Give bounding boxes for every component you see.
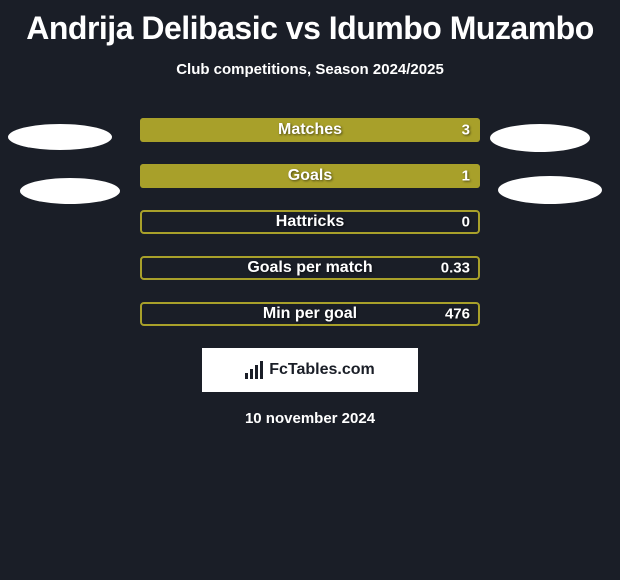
stat-bar-value: 476 — [445, 306, 470, 323]
stat-bar-row: Matches 3 — [140, 118, 480, 142]
page-title: Andrija Delibasic vs Idumbo Muzambo — [0, 0, 620, 47]
decorative-ellipse — [490, 124, 590, 152]
stat-bar-label: Goals per match — [247, 259, 372, 277]
stat-bar-value: 3 — [462, 122, 470, 139]
page-subtitle: Club competitions, Season 2024/2025 — [0, 61, 620, 78]
footer-date: 10 november 2024 — [0, 410, 620, 427]
decorative-ellipse — [498, 176, 602, 204]
stat-bar-row: Goals per match 0.33 — [140, 256, 480, 280]
stat-bar-value: 1 — [462, 168, 470, 185]
decorative-ellipse — [8, 124, 112, 150]
brand-logo-icon — [245, 361, 263, 379]
stat-bar-value: 0.33 — [441, 260, 470, 277]
brand-name: FcTables.com — [269, 361, 375, 379]
decorative-ellipse — [20, 178, 120, 204]
stat-bar-label: Matches — [278, 121, 342, 139]
stat-bar-label: Min per goal — [263, 305, 357, 323]
stat-bar-row: Hattricks 0 — [140, 210, 480, 234]
stat-bar-row: Min per goal 476 — [140, 302, 480, 326]
stat-bar-label: Hattricks — [276, 213, 344, 231]
stat-bar-label: Goals — [288, 167, 332, 185]
footer-brand-box: FcTables.com — [202, 348, 418, 392]
stat-bar-row: Goals 1 — [140, 164, 480, 188]
stat-bar-value: 0 — [462, 214, 470, 231]
